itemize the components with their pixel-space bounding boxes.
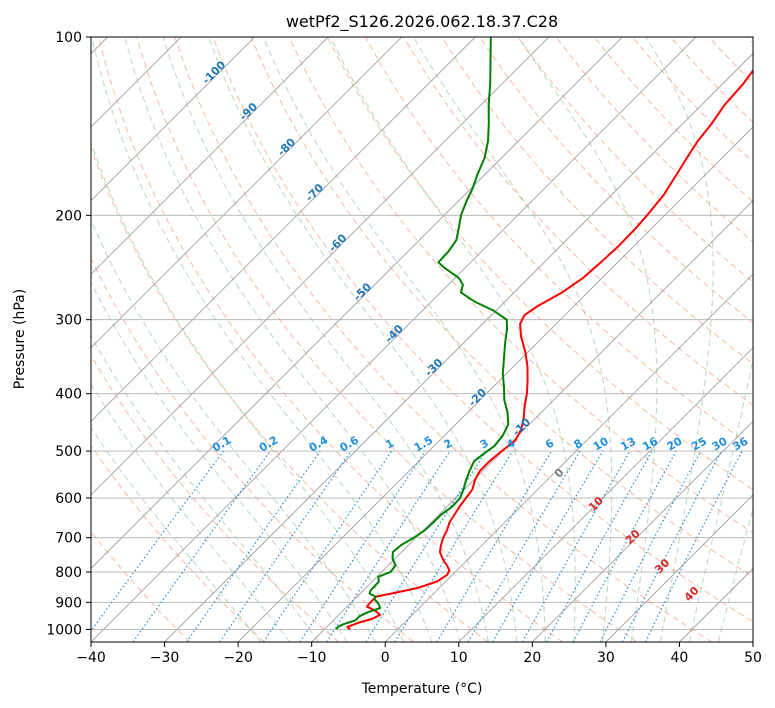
moist-adiabat xyxy=(91,426,262,642)
mixing-ratio-line xyxy=(394,450,514,642)
mixing-ratio-line xyxy=(644,450,743,642)
isotherm-line xyxy=(91,37,403,349)
x-tick-label: 30 xyxy=(597,650,615,666)
mixing-ratio-line xyxy=(263,450,393,642)
axes: −40 −30 −20 −10 0 10 20 30 40 50 1000 900 800 700 600 5… xyxy=(46,30,762,666)
dry-adiabat xyxy=(136,37,638,642)
y-tick-label: 800 xyxy=(55,565,82,581)
x-tick-label: −10 xyxy=(297,650,327,666)
isotherm-line xyxy=(91,37,329,275)
moist-adiabat xyxy=(262,37,546,642)
moist-adiabat xyxy=(717,506,753,642)
y-tick-label: 1000 xyxy=(46,622,82,638)
background-lines xyxy=(91,37,753,642)
y-tick-label: 100 xyxy=(55,30,82,46)
y-axis-label: Pressure (hPa) xyxy=(12,289,28,389)
moist-adiabat xyxy=(91,281,348,642)
mixing-ratio-line xyxy=(521,450,631,642)
moist-adiabat xyxy=(517,37,658,642)
sounding-lines xyxy=(335,37,753,631)
moist-adiabat xyxy=(688,357,753,642)
x-tick-label: 50 xyxy=(744,650,762,666)
isotherm-line xyxy=(91,37,255,202)
isotherm-line xyxy=(237,126,753,642)
moist-adiabat xyxy=(645,37,714,642)
x-axis-label: Temperature (°C) xyxy=(361,681,483,697)
moist-adiabat xyxy=(91,383,291,642)
dry-adiabat xyxy=(212,37,753,623)
dry-adiabat xyxy=(250,37,753,578)
isotherm-line xyxy=(384,273,753,642)
mixing-ratio-line xyxy=(132,450,271,642)
chart-title: wetPf2_S126.2026.062.18.37.C28 xyxy=(286,12,558,32)
isotherm-line xyxy=(311,200,753,642)
y-tick-label: 600 xyxy=(55,491,82,507)
y-tick-label: 300 xyxy=(55,313,82,329)
temperature-line xyxy=(346,68,753,631)
moist-adiabat xyxy=(413,37,613,642)
y-tick-label: 700 xyxy=(55,531,82,547)
isotherm-line xyxy=(532,420,753,642)
moist-adiabat xyxy=(91,37,433,642)
x-tick-label: 10 xyxy=(450,650,468,666)
isotherm-line xyxy=(752,641,753,642)
x-tick-label: 40 xyxy=(671,650,689,666)
x-tick-label: −20 xyxy=(223,650,253,666)
plot-background xyxy=(91,37,753,642)
y-tick-label: 900 xyxy=(55,595,82,611)
mixing-ratio-line xyxy=(219,450,352,642)
dry-adiabat xyxy=(326,37,753,491)
mixing-ratio-line xyxy=(326,450,451,642)
y-tick-label: 500 xyxy=(55,444,82,460)
mixing-ratio-line xyxy=(572,450,677,642)
moist-adiabat xyxy=(91,140,405,642)
moist-adiabat xyxy=(124,37,461,642)
dry-adiabat xyxy=(365,37,753,448)
dewpoint-line xyxy=(335,37,510,630)
dry-adiabat xyxy=(174,37,712,642)
moist-adiabat xyxy=(208,37,518,642)
plot-frame xyxy=(90,36,754,643)
mixing-ratio-line xyxy=(186,450,321,642)
isotherm-line xyxy=(91,37,550,496)
mixing-ratio-line xyxy=(546,450,653,642)
dry-adiabat xyxy=(288,37,753,534)
isotherm-line xyxy=(458,347,753,642)
dry-adiabat xyxy=(98,37,563,642)
moist-adiabat xyxy=(162,37,489,642)
isotherm-line xyxy=(91,37,697,642)
x-tick-label: −40 xyxy=(76,650,106,666)
moist-adiabat xyxy=(329,37,576,642)
y-tick-label: 400 xyxy=(55,387,82,403)
x-tick-label: 20 xyxy=(523,650,541,666)
moist-adiabat xyxy=(91,335,319,642)
isotherm-line xyxy=(91,37,623,570)
x-tick-label: 0 xyxy=(381,650,390,666)
y-tick-label: 200 xyxy=(55,208,82,224)
mixing-ratio-line xyxy=(91,450,224,632)
moist-adiabat xyxy=(91,218,376,642)
isotherm-line xyxy=(91,37,476,422)
dry-adiabat xyxy=(91,257,414,642)
isotherm-line xyxy=(605,494,753,642)
x-tick-label: −30 xyxy=(150,650,180,666)
mixing-ratio-line xyxy=(299,450,426,642)
dry-adiabat xyxy=(91,444,265,642)
dry-adiabat xyxy=(91,354,340,642)
isotherm-line xyxy=(164,52,753,642)
